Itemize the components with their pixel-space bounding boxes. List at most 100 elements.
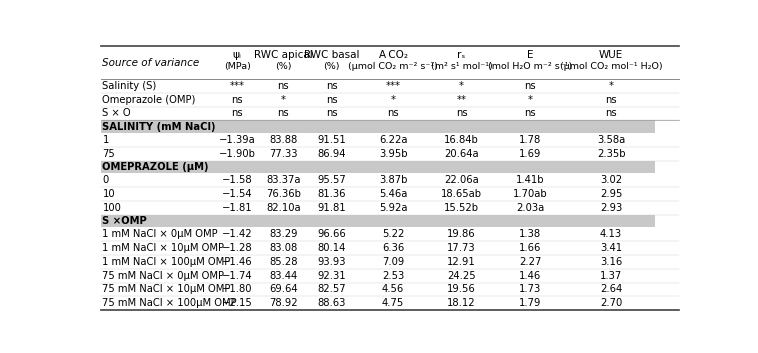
Text: 80.14: 80.14 — [318, 243, 346, 253]
Text: *: * — [459, 81, 464, 91]
Text: 10: 10 — [102, 189, 115, 199]
Text: 1.66: 1.66 — [519, 243, 541, 253]
Text: 19.56: 19.56 — [447, 285, 476, 294]
Bar — [101, 215, 655, 227]
Text: 85.28: 85.28 — [269, 257, 298, 267]
Bar — [101, 120, 655, 133]
Text: **: ** — [456, 95, 467, 105]
Text: 1.69: 1.69 — [519, 149, 541, 159]
Text: (%): (%) — [323, 62, 340, 71]
Text: 2.95: 2.95 — [600, 189, 622, 199]
Text: 77.33: 77.33 — [269, 149, 298, 159]
Text: 83.37a: 83.37a — [266, 175, 301, 185]
Text: −2.15: −2.15 — [222, 298, 252, 308]
Text: 91.81: 91.81 — [317, 203, 346, 213]
Text: 2.27: 2.27 — [519, 257, 541, 267]
Text: ns: ns — [525, 81, 536, 91]
Text: 22.06a: 22.06a — [444, 175, 479, 185]
Text: S ×OMP: S ×OMP — [102, 216, 147, 226]
Text: −1.46: −1.46 — [222, 257, 252, 267]
Text: ns: ns — [231, 95, 243, 105]
Text: 6.36: 6.36 — [382, 243, 404, 253]
Text: ns: ns — [326, 81, 337, 91]
Text: 3.41: 3.41 — [600, 243, 622, 253]
Bar — [101, 93, 655, 107]
Text: (μmol CO₂ m⁻² s⁻¹): (μmol CO₂ m⁻² s⁻¹) — [348, 62, 438, 71]
Text: ns: ns — [277, 81, 289, 91]
Text: ***: *** — [230, 81, 245, 91]
Text: 20.64a: 20.64a — [444, 149, 479, 159]
Text: RWC basal: RWC basal — [304, 49, 359, 60]
Text: 3.58a: 3.58a — [597, 135, 625, 145]
Text: ns: ns — [326, 95, 337, 105]
Text: ***: *** — [386, 81, 401, 91]
Text: 5.46a: 5.46a — [379, 189, 407, 199]
Bar — [101, 173, 655, 187]
Text: 1 mM NaCl × 0μM OMP: 1 mM NaCl × 0μM OMP — [102, 229, 218, 239]
Text: −1.58: −1.58 — [222, 175, 252, 185]
Text: (m² s¹ mol⁻¹): (m² s¹ mol⁻¹) — [431, 62, 493, 71]
Text: rₛ: rₛ — [458, 49, 465, 60]
Text: 1.70ab: 1.70ab — [512, 189, 547, 199]
Text: 93.93: 93.93 — [318, 257, 346, 267]
Text: ns: ns — [326, 108, 337, 119]
Bar — [101, 133, 655, 147]
Text: 2.93: 2.93 — [600, 203, 622, 213]
Bar — [101, 296, 655, 310]
Text: −1.90b: −1.90b — [219, 149, 255, 159]
Text: 1 mM NaCl × 10μM OMP: 1 mM NaCl × 10μM OMP — [102, 243, 224, 253]
Text: SALINITY (mM NaCl): SALINITY (mM NaCl) — [102, 122, 216, 132]
Text: 69.64: 69.64 — [269, 285, 298, 294]
Bar — [101, 255, 655, 269]
Text: −1.42: −1.42 — [222, 229, 252, 239]
Text: 82.57: 82.57 — [317, 285, 346, 294]
Text: 92.31: 92.31 — [317, 271, 346, 281]
Text: 83.44: 83.44 — [269, 271, 297, 281]
Text: ψₗ: ψₗ — [233, 49, 242, 60]
Text: 2.35b: 2.35b — [597, 149, 625, 159]
Text: 16.84b: 16.84b — [444, 135, 479, 145]
Bar — [101, 241, 655, 255]
Text: 1: 1 — [102, 135, 108, 145]
Text: 12.91: 12.91 — [447, 257, 476, 267]
Text: 83.29: 83.29 — [269, 229, 298, 239]
Text: ns: ns — [231, 108, 243, 119]
Text: 4.56: 4.56 — [382, 285, 404, 294]
Text: 1.37: 1.37 — [600, 271, 622, 281]
Text: 96.66: 96.66 — [317, 229, 346, 239]
Text: −1.74: −1.74 — [222, 271, 252, 281]
Text: (μmol CO₂ mol⁻¹ H₂O): (μmol CO₂ mol⁻¹ H₂O) — [560, 62, 662, 71]
Bar — [101, 147, 655, 161]
Text: 2.03a: 2.03a — [516, 203, 544, 213]
Text: S × O: S × O — [102, 108, 131, 119]
Bar — [101, 161, 655, 173]
Text: (MPa): (MPa) — [224, 62, 251, 71]
Text: 0: 0 — [102, 175, 108, 185]
Text: −1.81: −1.81 — [222, 203, 252, 213]
Text: 3.95b: 3.95b — [379, 149, 407, 159]
Bar — [101, 79, 655, 93]
Bar — [101, 269, 655, 282]
Text: 75 mM NaCl × 0μM OMP: 75 mM NaCl × 0μM OMP — [102, 271, 224, 281]
Text: 2.70: 2.70 — [600, 298, 622, 308]
Text: *: * — [390, 95, 396, 105]
Text: 83.88: 83.88 — [269, 135, 297, 145]
Text: ns: ns — [606, 95, 617, 105]
Bar — [101, 227, 655, 241]
Text: 76.36b: 76.36b — [266, 189, 301, 199]
Text: ns: ns — [387, 108, 399, 119]
Bar — [101, 187, 655, 201]
Text: 6.22a: 6.22a — [379, 135, 407, 145]
Text: 1.46: 1.46 — [519, 271, 541, 281]
Text: Source of variance: Source of variance — [102, 58, 199, 68]
Text: 1.78: 1.78 — [519, 135, 541, 145]
Text: *: * — [528, 95, 533, 105]
Text: ns: ns — [277, 108, 289, 119]
Text: 86.94: 86.94 — [318, 149, 346, 159]
Text: 78.92: 78.92 — [269, 298, 298, 308]
Text: −1.80: −1.80 — [222, 285, 252, 294]
Text: 18.65ab: 18.65ab — [441, 189, 482, 199]
Text: 19.86: 19.86 — [447, 229, 476, 239]
Text: 5.92a: 5.92a — [379, 203, 407, 213]
Text: 81.36: 81.36 — [318, 189, 346, 199]
